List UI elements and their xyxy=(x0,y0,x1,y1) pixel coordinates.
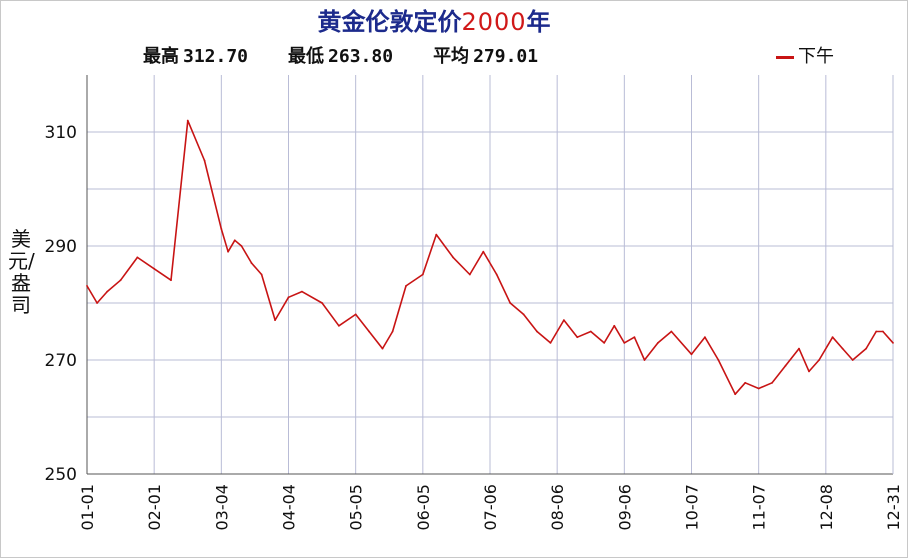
data-point xyxy=(892,342,894,344)
data-point xyxy=(170,279,172,282)
data-point xyxy=(818,359,821,361)
y-tick-label: 270 xyxy=(45,351,77,371)
high-label: 最高 xyxy=(143,46,179,67)
data-point xyxy=(808,370,810,373)
data-point xyxy=(562,319,565,321)
data-point xyxy=(468,273,471,276)
data-point xyxy=(435,233,438,236)
data-point xyxy=(119,279,122,282)
data-point xyxy=(657,342,659,344)
data-point xyxy=(690,353,693,356)
low-value: 263.80 xyxy=(328,46,394,67)
data-point xyxy=(643,359,646,361)
chart-title: 黄金伦敦定价2000年 xyxy=(0,2,868,37)
avg-value: 279.01 xyxy=(473,46,539,67)
data-point xyxy=(220,228,223,230)
data-point xyxy=(509,302,512,304)
data-point xyxy=(798,347,800,350)
data-point xyxy=(106,290,109,293)
data-point xyxy=(865,347,868,350)
data-point xyxy=(576,336,579,339)
data-point xyxy=(337,324,340,327)
data-point xyxy=(240,245,243,247)
avg-label: 平均 xyxy=(433,46,470,67)
data-point xyxy=(287,296,290,299)
data-point xyxy=(96,302,98,304)
title-suffix: 年 xyxy=(526,8,551,36)
data-point xyxy=(452,256,454,259)
data-point xyxy=(495,273,498,276)
data-point xyxy=(482,250,485,253)
y-tick-label: 250 xyxy=(45,465,77,485)
data-point xyxy=(882,330,884,333)
x-tick-label: 05-05 xyxy=(347,484,366,531)
x-tick-label: 04-04 xyxy=(280,484,299,531)
data-point xyxy=(536,330,538,333)
stats-row: 最高 312.70 最低 263.80 平均 279.01 xyxy=(143,42,578,68)
data-point xyxy=(368,330,370,333)
data-point xyxy=(549,342,552,344)
data-point xyxy=(260,273,263,276)
data-point xyxy=(301,290,303,293)
x-tick-label: 03-04 xyxy=(212,484,231,531)
data-point xyxy=(603,342,606,344)
data-point xyxy=(633,336,636,339)
data-point xyxy=(250,262,253,264)
data-point xyxy=(851,359,854,361)
x-tick-label: 09-06 xyxy=(615,484,634,531)
data-point xyxy=(875,330,878,333)
data-point xyxy=(421,273,424,276)
data-point xyxy=(233,239,236,242)
y-axis-label: 美元/盎司 xyxy=(8,227,35,317)
data-point xyxy=(734,393,737,396)
high-value: 312.70 xyxy=(183,46,249,67)
x-tick-label: 02-01 xyxy=(145,484,164,531)
data-point xyxy=(841,347,844,350)
data-point xyxy=(227,250,229,253)
data-point xyxy=(186,119,189,122)
data-point xyxy=(381,347,384,350)
x-tick-label: 11-07 xyxy=(750,484,769,531)
data-point xyxy=(589,330,592,333)
x-tick-label: 10-07 xyxy=(683,484,702,531)
data-point xyxy=(405,285,407,287)
data-point xyxy=(321,302,323,304)
x-tick-label: 06-05 xyxy=(414,484,433,531)
data-point xyxy=(274,319,276,321)
y-tick-label: 290 xyxy=(45,237,77,257)
data-point xyxy=(153,267,156,270)
x-tick-label: 07-06 xyxy=(481,484,500,531)
title-main: 黄金伦敦定价 xyxy=(317,8,462,36)
data-point xyxy=(522,313,525,316)
low-label: 最低 xyxy=(288,46,325,67)
legend-label: 下午 xyxy=(798,46,834,67)
x-tick-label: 01-01 xyxy=(78,484,97,531)
data-point xyxy=(744,381,747,384)
data-point xyxy=(771,381,773,384)
data-point xyxy=(831,336,834,339)
data-point xyxy=(623,342,626,344)
x-tick-label: 08-06 xyxy=(548,484,567,531)
data-point xyxy=(86,285,88,287)
data-point xyxy=(203,159,206,162)
data-point xyxy=(704,336,706,339)
title-year: 2000 xyxy=(461,8,527,36)
data-point xyxy=(136,256,139,259)
data-point xyxy=(784,364,787,367)
data-point xyxy=(757,387,760,390)
data-point xyxy=(670,330,673,333)
data-point xyxy=(354,313,357,316)
data-point xyxy=(717,359,720,361)
legend: 下午 xyxy=(776,42,834,68)
y-tick-label: 310 xyxy=(45,123,77,143)
data-point xyxy=(613,324,616,327)
data-point xyxy=(391,330,394,333)
legend-swatch xyxy=(776,55,794,59)
x-tick-label: 12-31 xyxy=(884,484,903,531)
x-tick-label: 12-08 xyxy=(817,484,836,531)
